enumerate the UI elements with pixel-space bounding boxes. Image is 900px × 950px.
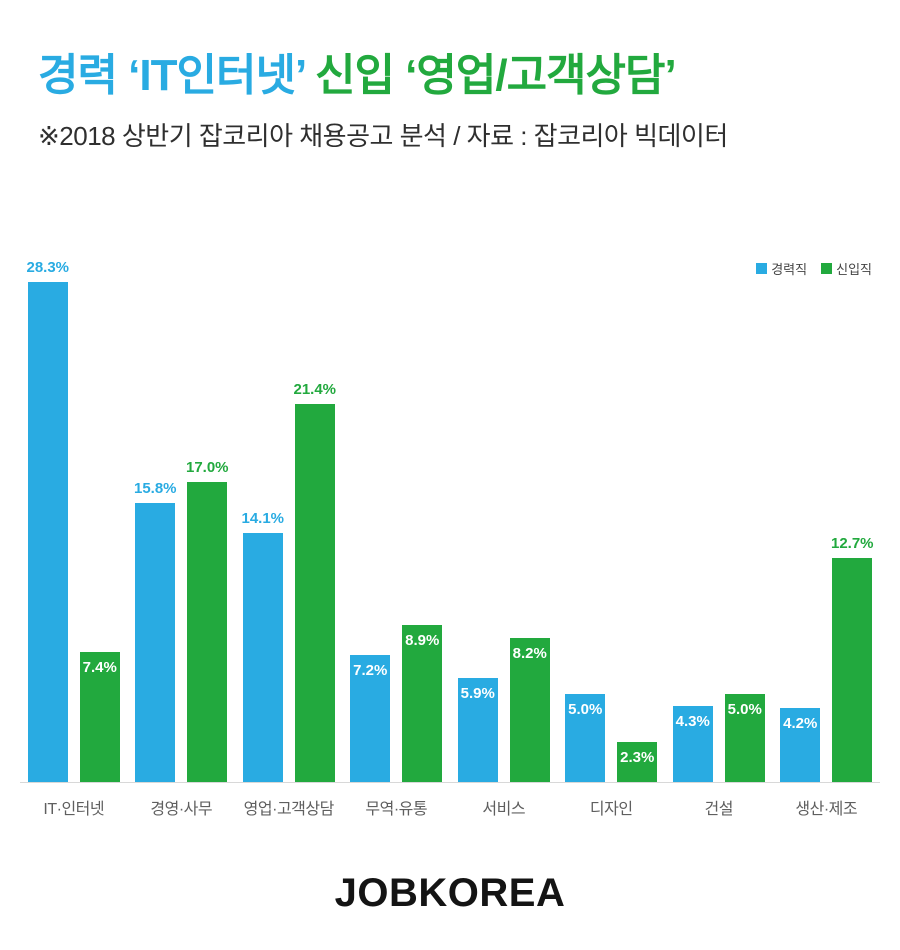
value-label: 17.0% xyxy=(185,459,229,477)
category-label: 건설 xyxy=(704,801,734,819)
legend-item-experienced: 경력직 xyxy=(756,259,807,278)
value-label: 5.0% xyxy=(568,701,603,719)
legend-swatch-blue-icon xyxy=(756,263,768,275)
title-green-part: 신입 ‘영업/고객상담’ xyxy=(304,51,677,100)
header: 경력 ‘IT인터넷’ 신입 ‘영업/고객상담’ ※2018 상반기 잡코리아 채… xyxy=(0,0,900,153)
bar-경력직: 5.0% xyxy=(565,694,606,783)
category-label: 경영·사무 xyxy=(150,801,213,819)
category-label: IT·인터넷 xyxy=(43,801,105,819)
bar-신입직: 12.7% xyxy=(831,535,874,783)
bar-group: 4.3% 5.0% xyxy=(665,253,773,783)
value-label: 28.3% xyxy=(26,259,70,277)
subtitle: ※2018 상반기 잡코리아 채용공고 분석 / 자료 : 잡코리아 빅데이터 xyxy=(38,121,728,152)
value-label: 7.4% xyxy=(82,658,117,676)
legend-label: 신입직 xyxy=(836,262,872,278)
bar-경력직: 15.8% xyxy=(134,480,177,783)
bar-신입직: 8.9% xyxy=(402,625,443,783)
value-label: 8.9% xyxy=(405,632,440,650)
value-label: 4.3% xyxy=(675,713,710,731)
value-label: 8.2% xyxy=(512,644,547,662)
plot-area: 28.3% 7.4% 15.8% 17.0% 14.1% 21.4% 7.2% 8.9% 5.9… xyxy=(20,253,881,784)
value-label: 21.4% xyxy=(293,381,337,399)
value-label: 4.2% xyxy=(783,715,818,733)
bar-신입직: 8.2% xyxy=(509,637,550,783)
value-label: 12.7% xyxy=(830,535,874,552)
value-label: 14.1% xyxy=(241,510,285,528)
legend-item-entry: 신입직 xyxy=(821,259,872,278)
title-blue-part: 경력 ‘IT인터넷’ xyxy=(38,51,306,100)
bar-신입직: 21.4% xyxy=(293,381,336,783)
category-label: 디자인 xyxy=(589,801,633,819)
bar-경력직: 28.3% xyxy=(26,259,69,783)
category-label: 무역·유통 xyxy=(365,801,428,819)
value-label: 15.8% xyxy=(133,480,177,498)
bar-신입직: 5.0% xyxy=(724,694,765,783)
jobkorea-logo: JOBKOREA xyxy=(334,871,566,916)
bar-group: 28.3% 7.4% xyxy=(20,253,128,783)
bar-chart: 경력직 신입직 28.3% 7.4% 15.8% 17.0% 14.1% 21.4% 7.2… xyxy=(20,253,880,819)
category-label: 영업·고객상담 xyxy=(243,801,335,819)
bar-group: 14.1% 21.4% xyxy=(235,253,343,783)
bar-group: 7.2% 8.9% xyxy=(343,253,451,783)
value-label: 2.3% xyxy=(620,748,655,766)
chart-legend: 경력직 신입직 xyxy=(756,259,872,278)
category-label: 생산·제조 xyxy=(795,801,858,819)
category-label: 서비스 xyxy=(482,801,526,819)
bar-group: 4.2% 12.7% xyxy=(773,253,881,783)
bar-경력직: 5.9% xyxy=(457,678,498,783)
bar-경력직: 4.3% xyxy=(672,706,713,783)
bar-경력직: 14.1% xyxy=(241,510,284,783)
category-row: IT·인터넷 경영·사무 영업·고객상담 무역·유통 서비스 디자인 건설 생산·제조 xyxy=(20,783,880,819)
bar-신입직: 7.4% xyxy=(79,651,120,783)
bar-경력직: 4.2% xyxy=(780,708,821,783)
bar-경력직: 7.2% xyxy=(350,655,391,783)
value-label: 7.2% xyxy=(353,662,388,680)
value-label: 5.0% xyxy=(727,701,762,719)
bar-신입직: 17.0% xyxy=(186,459,229,783)
legend-swatch-green-icon xyxy=(821,263,833,275)
footer: JOBKOREA xyxy=(0,871,900,916)
bar-group: 5.0% 2.3% xyxy=(558,253,666,783)
bar-group: 15.8% 17.0% xyxy=(128,253,236,783)
value-label: 5.9% xyxy=(460,685,495,703)
legend-label: 경력직 xyxy=(771,262,808,278)
bar-group: 5.9% 8.2% xyxy=(450,253,558,783)
page-title: 경력 ‘IT인터넷’ 신입 ‘영업/고객상담’ xyxy=(38,51,870,100)
bar-신입직: 2.3% xyxy=(617,741,658,783)
